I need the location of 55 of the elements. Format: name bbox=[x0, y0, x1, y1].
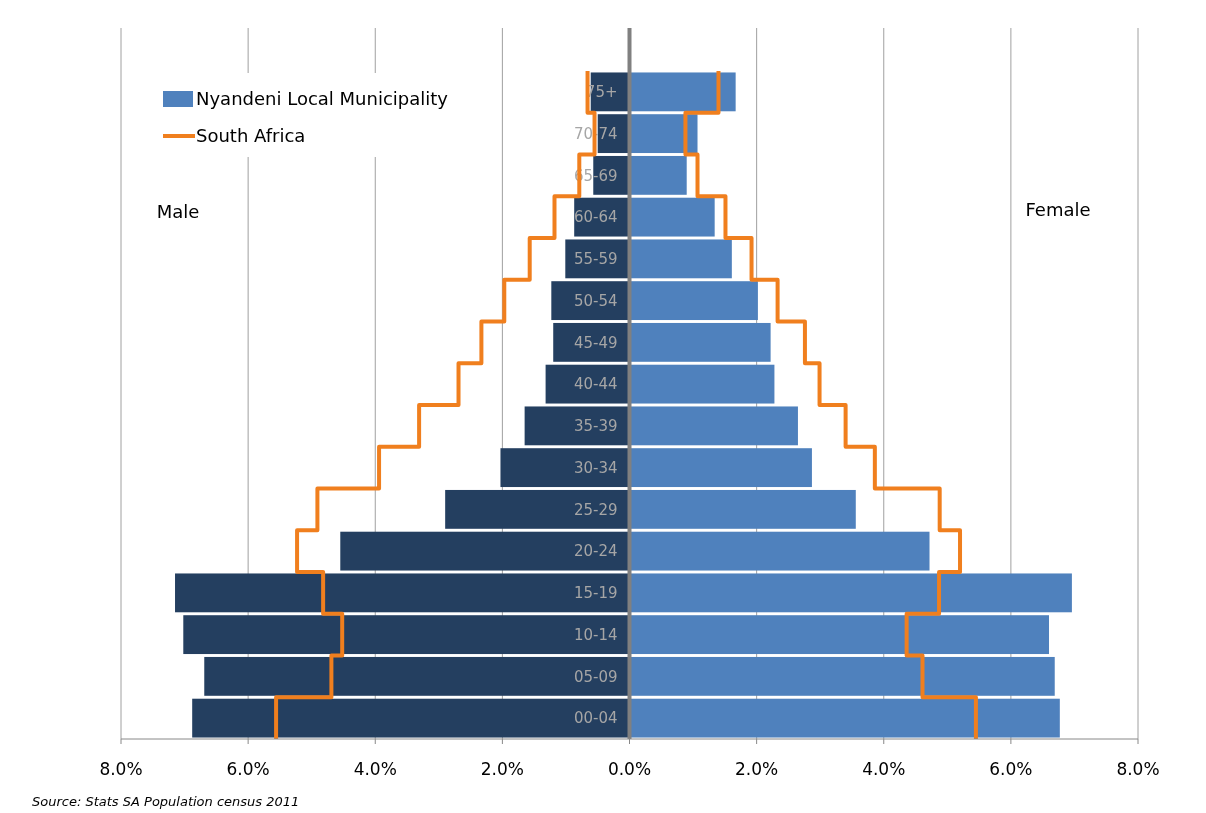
bar bbox=[629, 155, 687, 195]
bar bbox=[629, 72, 736, 112]
bar bbox=[629, 281, 758, 321]
bar bbox=[629, 448, 812, 488]
bar bbox=[500, 448, 630, 488]
legend-label: South Africa bbox=[196, 125, 306, 147]
y-tick-label: 00-04 bbox=[573, 709, 618, 728]
bar bbox=[340, 531, 630, 571]
bar bbox=[629, 531, 930, 571]
bar bbox=[175, 573, 630, 613]
bar bbox=[629, 573, 1072, 613]
y-tick-label: 10-14 bbox=[573, 625, 618, 644]
bar bbox=[551, 281, 630, 321]
x-tick-label: 8.0% bbox=[1116, 759, 1160, 779]
x-tick-label: 4.0% bbox=[353, 759, 397, 779]
bar bbox=[629, 239, 732, 279]
legend-label: Nyandeni Local Municipality bbox=[196, 88, 449, 110]
x-tick-label: 2.0% bbox=[480, 759, 524, 779]
bar bbox=[629, 364, 775, 404]
y-tick-label: 50-54 bbox=[573, 291, 618, 310]
annotation: Female bbox=[1025, 199, 1091, 220]
bar bbox=[629, 406, 798, 446]
x-tick-label: 6.0% bbox=[989, 759, 1033, 779]
y-tick-label: 55-59 bbox=[573, 250, 618, 269]
y-tick-label: 35-39 bbox=[573, 417, 618, 436]
y-tick-label: 20-24 bbox=[573, 542, 618, 561]
x-tick-label: 2.0% bbox=[735, 759, 779, 779]
x-tick-label: 0.0% bbox=[607, 759, 652, 779]
x-tick-label: 4.0% bbox=[862, 759, 906, 779]
bar bbox=[629, 197, 715, 237]
y-tick-label: 60-64 bbox=[573, 208, 618, 227]
bar bbox=[524, 406, 630, 446]
y-tick-label: 30-34 bbox=[573, 458, 618, 477]
bar bbox=[629, 698, 1060, 738]
y-tick-label: 25-29 bbox=[573, 500, 618, 519]
annotation: Male bbox=[156, 201, 200, 222]
y-tick-label: 45-49 bbox=[573, 333, 618, 352]
x-tick-label: 6.0% bbox=[226, 759, 270, 779]
y-tick-label: 40-44 bbox=[573, 375, 618, 394]
y-tick-label: 15-19 bbox=[573, 584, 618, 603]
x-tick-label: 8.0% bbox=[99, 759, 143, 779]
bar bbox=[629, 615, 1050, 655]
bar bbox=[545, 364, 630, 404]
bar bbox=[192, 698, 630, 738]
bar bbox=[553, 322, 630, 362]
bar bbox=[445, 489, 630, 529]
y-tick-label: 05-09 bbox=[573, 667, 618, 686]
bar bbox=[629, 656, 1055, 696]
bar bbox=[629, 322, 771, 362]
source-note: Source: Stats SA Population census 2011 bbox=[32, 794, 300, 809]
bar bbox=[183, 615, 630, 655]
bar bbox=[629, 114, 698, 154]
bar bbox=[629, 489, 856, 529]
bar bbox=[204, 656, 630, 696]
y-tick-label: 70-74 bbox=[573, 124, 618, 143]
